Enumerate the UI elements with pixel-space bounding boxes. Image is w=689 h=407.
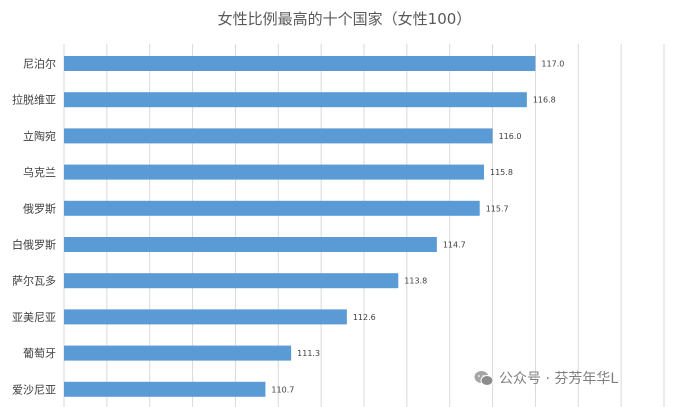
bars [64,56,536,397]
bar [64,309,347,325]
data-label: 114.7 [443,241,466,250]
data-label: 116.8 [533,96,556,105]
data-label: 115.8 [490,168,513,177]
data-label: 113.8 [404,277,427,286]
bar [64,128,493,144]
watermark-text: 公众号 · 芬芳年华L [499,371,619,387]
category-label: 俄罗斯 [23,202,56,215]
bar [64,56,536,71]
category-label: 葡萄牙 [23,347,56,360]
category-label: 白俄罗斯 [12,238,56,252]
category-label: 尼泊尔 [23,58,56,71]
data-label: 110.7 [271,385,294,394]
category-label: 萨尔瓦多 [12,274,56,288]
labels: 尼泊尔 117.0 拉脱维亚 116.8 立陶宛 116.0 乌克兰 115.8 俄罗斯 115.… [12,58,564,397]
data-label: 117.0 [541,60,564,69]
category-label: 爱沙尼亚 [12,383,56,396]
category-label: 拉脱维亚 [12,93,56,107]
bar [64,200,480,216]
data-label: 116.0 [499,132,522,141]
bar [64,345,292,361]
watermark: 公众号 · 芬芳年华L [474,368,618,388]
bar [64,237,437,252]
category-label: 亚美尼亚 [12,311,56,324]
data-label: 112.6 [353,313,376,322]
category-label: 立陶宛 [23,129,56,143]
data-label: 111.3 [297,349,320,358]
wechat-icon [474,370,494,387]
chart-title: 女性比例最高的十个国家（女性100） [217,10,472,28]
data-label: 115.7 [486,204,509,213]
bar [64,92,527,108]
bar [64,273,399,289]
bar [64,381,266,397]
category-label: 乌克兰 [23,165,56,179]
bar [64,164,484,180]
